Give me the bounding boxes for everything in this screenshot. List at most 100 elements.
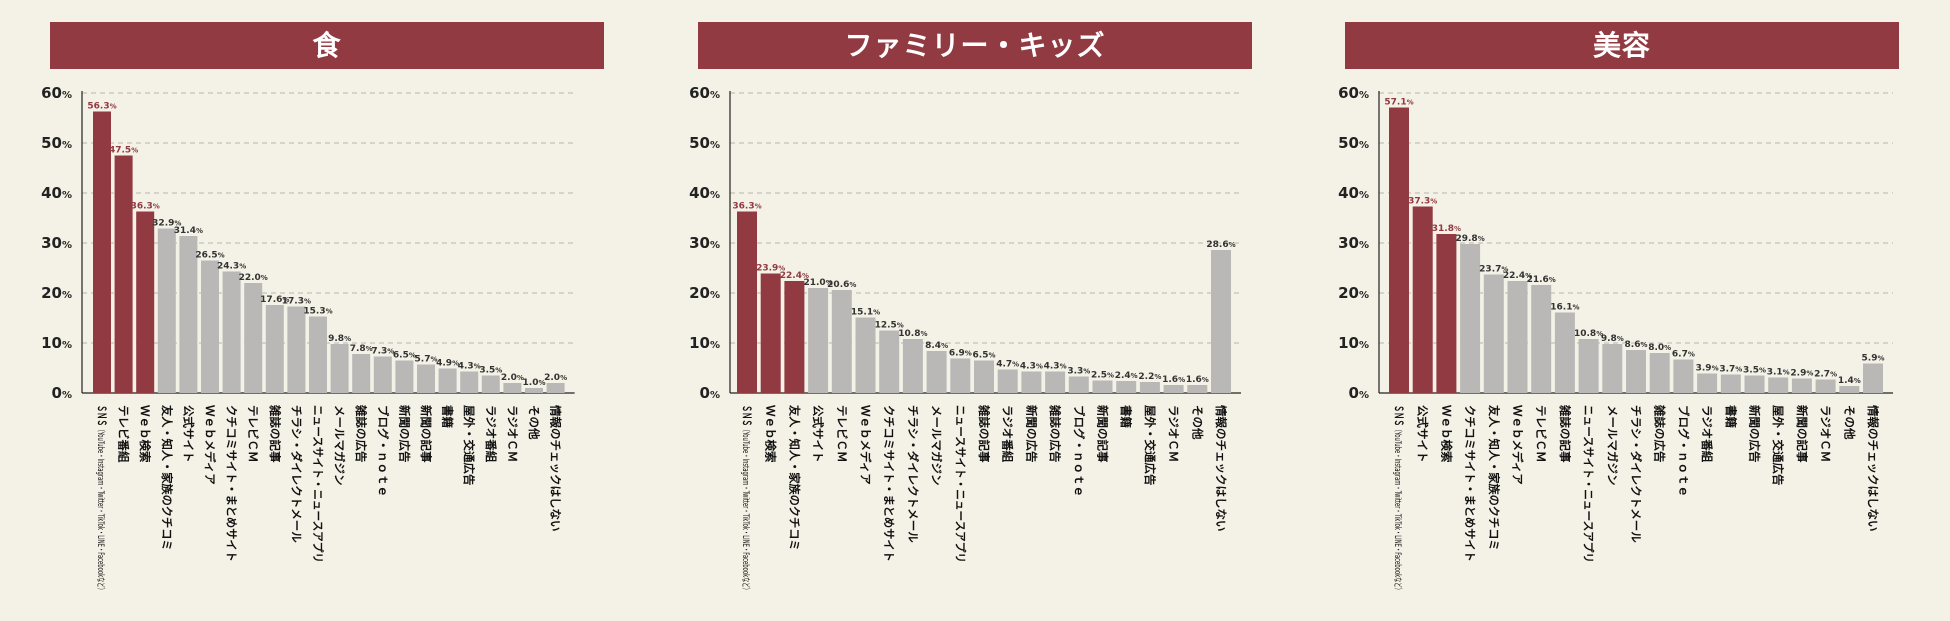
x-category-label: その他 bbox=[527, 405, 541, 440]
bar bbox=[1163, 385, 1184, 393]
bar bbox=[997, 369, 1018, 393]
x-category-label: 情報のチェックはしない bbox=[1866, 404, 1880, 532]
y-tick-label: 10% bbox=[1338, 334, 1369, 352]
data-label: 29.8% bbox=[1455, 234, 1484, 244]
bar bbox=[1768, 377, 1789, 393]
data-label: 8.0% bbox=[1648, 343, 1671, 353]
x-category-label: ニュースサイト・ニュースアプリ bbox=[953, 405, 967, 563]
x-category-label: Ｗｅｂメディア bbox=[859, 405, 873, 485]
x-category-label: 公式サイト bbox=[811, 405, 825, 463]
x-category-label: Ｗｅｂ検索 bbox=[1439, 405, 1453, 463]
bar bbox=[503, 383, 522, 393]
x-category-label: 雑誌の記事 bbox=[1558, 404, 1572, 463]
bar bbox=[974, 360, 994, 393]
data-label: 8.4% bbox=[925, 341, 948, 351]
data-label: 1.6% bbox=[1186, 375, 1209, 385]
bar bbox=[546, 383, 565, 393]
data-label: 2.0% bbox=[544, 373, 567, 383]
data-label: 6.9% bbox=[949, 349, 972, 359]
x-category-label: ブログ・ｎｏｔｅ bbox=[1072, 405, 1086, 497]
x-category-label: 雑誌の記事 bbox=[977, 404, 991, 463]
x-category-label: 新聞の記事 bbox=[1096, 405, 1110, 463]
data-label: 24.3% bbox=[217, 262, 246, 272]
data-label: 3.5% bbox=[479, 366, 502, 376]
data-label: 37.3% bbox=[1408, 197, 1437, 207]
data-label: 36.3% bbox=[131, 202, 160, 212]
data-label: 26.5% bbox=[195, 251, 224, 261]
bar bbox=[1554, 312, 1575, 393]
data-label: 4.7% bbox=[996, 360, 1019, 370]
data-label: 22.0% bbox=[239, 273, 268, 283]
bar bbox=[760, 273, 781, 393]
data-label: 4.3% bbox=[458, 362, 481, 372]
y-tick-label: 10% bbox=[41, 334, 72, 352]
bar bbox=[1815, 379, 1836, 393]
bar bbox=[1116, 381, 1137, 393]
bar bbox=[136, 211, 155, 393]
y-tick-label: 0% bbox=[1349, 384, 1369, 402]
y-tick-label: 20% bbox=[1338, 284, 1369, 302]
bar bbox=[352, 354, 371, 393]
data-label: 3.9% bbox=[1696, 364, 1719, 374]
x-category-label: クチコミサイト・まとめサイト bbox=[1463, 405, 1477, 562]
data-label: 2.7% bbox=[1814, 370, 1837, 380]
bar bbox=[114, 155, 133, 393]
data-label: 36.3% bbox=[732, 202, 761, 212]
data-label: 16.1% bbox=[1550, 303, 1579, 313]
bar bbox=[438, 368, 457, 393]
bar bbox=[831, 290, 852, 393]
x-category-label: メールマガジン bbox=[930, 405, 944, 486]
data-label: 32.9% bbox=[152, 219, 181, 229]
data-label: 17.6% bbox=[260, 295, 289, 305]
bar bbox=[1211, 250, 1231, 393]
x-category-label: 情報のチェックはしない bbox=[1214, 404, 1228, 532]
data-label: 31.8% bbox=[1432, 224, 1461, 234]
y-tick-label: 40% bbox=[41, 184, 72, 202]
x-category-label: 新聞の広告 bbox=[1024, 405, 1038, 463]
bar bbox=[330, 344, 349, 393]
bar bbox=[1507, 281, 1528, 393]
bar bbox=[1068, 376, 1089, 393]
bar bbox=[1531, 285, 1552, 393]
bar bbox=[926, 351, 947, 393]
x-category-label: 雑誌の広告 bbox=[354, 404, 368, 463]
data-label: 2.0% bbox=[501, 373, 524, 383]
bar-chart: 0% 10% 20% 30% 40% 50% 60% 56.3% ＳＮＳ（YouTube・Ins… bbox=[41, 84, 575, 593]
x-category-label: Ｗｅｂメディア bbox=[1511, 405, 1525, 485]
bar bbox=[950, 358, 971, 393]
bar bbox=[1139, 382, 1160, 393]
x-category-label: ブログ・ｎｏｔｅ bbox=[1676, 405, 1690, 497]
y-tick-label: 40% bbox=[689, 184, 720, 202]
x-category-label: テレビＣＭ bbox=[835, 405, 849, 463]
bar bbox=[1483, 274, 1504, 393]
data-label: 20.6% bbox=[827, 280, 856, 290]
bar bbox=[481, 375, 500, 393]
chart-panel-food: 食 0% 10% 20% 30% 40% 50% 60% 56.3% ＳＮＳ（YouTube・I… bbox=[0, 0, 650, 621]
x-category-label: テレビＣＭ bbox=[246, 405, 260, 463]
data-label: 21.6% bbox=[1527, 275, 1556, 285]
data-label: 2.5% bbox=[1091, 371, 1114, 381]
data-label: 1.4% bbox=[1838, 376, 1861, 386]
data-label: 8.6% bbox=[1625, 340, 1648, 350]
data-label: 31.4% bbox=[174, 226, 203, 236]
data-label: 28.6% bbox=[1206, 240, 1235, 250]
x-category-label: クチコミサイト・まとめサイト bbox=[225, 405, 239, 562]
bar bbox=[1863, 363, 1883, 393]
x-category-label: 新聞の広告 bbox=[1748, 405, 1762, 463]
bar bbox=[1673, 359, 1694, 393]
bar-chart: 0% 10% 20% 30% 40% 50% 60% 36.3% ＳＮＳ（YouTube・Ins… bbox=[689, 84, 1241, 593]
x-category-label: ラジオ番組 bbox=[1001, 405, 1015, 463]
x-category-label: ブログ・ｎｏｔｅ bbox=[376, 405, 390, 497]
y-tick-label: 30% bbox=[1338, 234, 1369, 252]
data-label: 7.8% bbox=[350, 344, 373, 354]
y-tick-label: 20% bbox=[41, 284, 72, 302]
data-label: 56.3% bbox=[87, 102, 116, 112]
bar bbox=[525, 388, 543, 393]
x-category-label: その他 bbox=[1190, 405, 1204, 440]
data-label: 2.4% bbox=[1115, 371, 1138, 381]
x-category-label: テレビ番組 bbox=[117, 405, 131, 463]
data-label: 9.8% bbox=[328, 334, 351, 344]
bar bbox=[902, 339, 923, 393]
x-category-label: ラジオ番組 bbox=[484, 405, 498, 463]
x-category-label: 書籍 bbox=[441, 405, 455, 428]
